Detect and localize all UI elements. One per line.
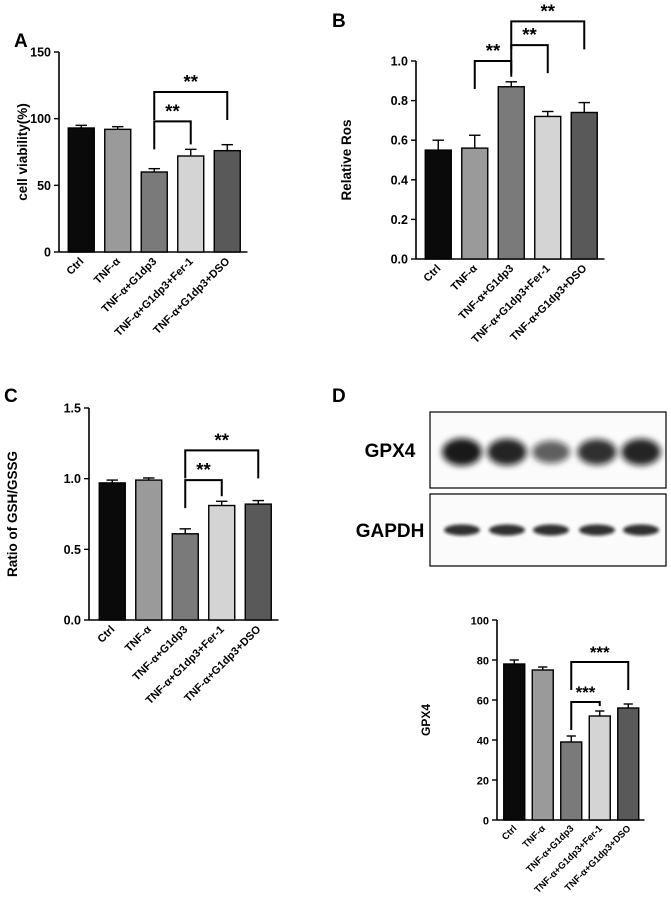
panel-label-a: A [14, 31, 28, 52]
y-tick-label: 0.4 [391, 173, 408, 187]
bar [617, 707, 640, 821]
y-axis-title: Relative Ros [339, 119, 354, 200]
bar [171, 533, 199, 621]
significance-bracket [153, 91, 229, 120]
blot-band-label: GPX4 [365, 441, 416, 462]
y-tick-label: 40 [477, 736, 489, 748]
blot-band [442, 438, 482, 466]
y-axis-title: GPX4 [419, 704, 433, 736]
category-label: TNF-α [123, 623, 154, 654]
blot-band [579, 524, 615, 536]
y-tick-label: 150 [30, 46, 51, 60]
bar [135, 479, 163, 621]
significance-bracket [510, 20, 586, 50]
western-blot: GPX4 GAPDH [356, 411, 667, 567]
blot-band [444, 524, 480, 536]
category-label: Ctrl [500, 823, 519, 842]
blot-band [532, 440, 570, 464]
significance-bracket [184, 479, 223, 509]
y-tick-label: 0.2 [391, 213, 408, 227]
bar [588, 715, 611, 821]
category-label: TNF-α [92, 255, 123, 286]
y-tick-label: 0.8 [391, 94, 408, 108]
category-label: Ctrl [64, 256, 86, 278]
panel-label-c: C [4, 386, 18, 407]
significance-bracket [510, 44, 549, 74]
blot-band-label: GAPDH [356, 521, 425, 542]
y-tick-label: 0.5 [64, 543, 81, 557]
significance-label: ** [522, 24, 537, 45]
bar [534, 115, 562, 260]
bar [424, 149, 452, 260]
bar [503, 663, 526, 821]
bar [531, 669, 554, 821]
significance-bracket [570, 701, 601, 730]
significance-label: ** [184, 71, 199, 92]
significance-label: ** [215, 429, 230, 450]
y-tick-label: 1.0 [64, 472, 81, 486]
bar [140, 171, 168, 253]
bar [67, 127, 95, 253]
panel-label-b: B [332, 11, 346, 32]
category-label: TNF-α [521, 823, 548, 850]
significance-label: *** [590, 643, 610, 662]
y-tick-label: 100 [30, 112, 51, 126]
y-tick-label: 0.6 [391, 134, 408, 148]
y-tick-label: 0 [483, 816, 489, 828]
blot-band [487, 438, 527, 466]
significance-label: ** [486, 40, 501, 61]
blot-band [577, 439, 617, 465]
y-tick-label: 1.0 [391, 55, 408, 69]
y-tick-label: 100 [471, 616, 489, 628]
bar [461, 147, 489, 260]
category-label: TNF-α [449, 262, 480, 293]
y-tick-label: 80 [477, 656, 489, 668]
y-tick-label: 1.5 [64, 402, 81, 416]
blot-band [623, 524, 659, 536]
bar [244, 503, 272, 621]
significance-label: *** [576, 683, 596, 702]
significance-label: ** [541, 0, 556, 21]
blot-band [621, 438, 661, 466]
bar [213, 149, 241, 253]
y-axis-title: Ratio of GSH/GSSG [5, 451, 20, 577]
significance-bracket [184, 449, 260, 479]
significance-bracket [473, 60, 513, 89]
bar [497, 86, 525, 260]
panel-label-d: D [332, 386, 346, 407]
bar [104, 128, 132, 253]
y-tick-label: 0 [44, 246, 51, 260]
category-label: Ctrl [421, 263, 443, 285]
significance-bracket [570, 661, 630, 690]
significance-bracket [153, 120, 192, 150]
y-tick-label: 0.0 [64, 614, 81, 628]
y-tick-label: 50 [37, 179, 51, 193]
y-axis-title: cell viability(%) [15, 103, 30, 201]
significance-label: ** [165, 100, 180, 121]
bar [560, 741, 583, 821]
y-tick-label: 60 [477, 696, 489, 708]
bar [570, 111, 598, 260]
bar [208, 504, 236, 621]
blot-band [533, 524, 569, 536]
bar [177, 155, 205, 253]
y-tick-label: 20 [477, 776, 489, 788]
blot-band [489, 524, 525, 536]
significance-label: ** [196, 459, 211, 480]
category-label: Ctrl [95, 624, 117, 646]
y-tick-label: 0.0 [391, 253, 408, 267]
bar [98, 482, 126, 621]
